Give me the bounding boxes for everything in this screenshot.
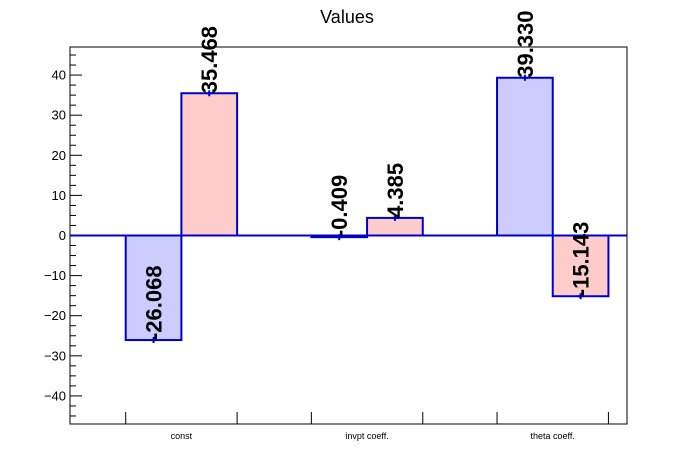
data-label: 35.468	[197, 26, 222, 93]
y-tick-label: 0	[59, 228, 66, 243]
y-tick-label: 40	[52, 68, 66, 83]
data-labels: -26.068 -0.409 39.330 35.468 4.385 -15.143	[142, 10, 594, 340]
bar	[551, 234, 610, 298]
bar	[496, 76, 554, 237]
x-axis: const invpt coeff. theta coeff.	[125, 412, 609, 441]
bar	[124, 234, 183, 342]
data-label: 4.385	[383, 163, 408, 218]
y-tick-label: 10	[52, 188, 66, 203]
bars	[124, 74, 610, 344]
data-label: 39.330	[513, 10, 538, 77]
y-tick-label: 20	[52, 148, 66, 163]
y-tick-label: −10	[44, 268, 66, 283]
data-label: -26.068	[142, 265, 167, 340]
x-category-label: invpt coeff.	[345, 431, 388, 441]
y-tick-label: −30	[44, 348, 66, 363]
y-tick-label: −40	[44, 388, 66, 403]
x-category-label: theta coeff.	[531, 431, 575, 441]
chart-title: Values	[320, 7, 374, 27]
bar	[180, 92, 239, 237]
data-label: -0.409	[327, 175, 352, 237]
y-axis: −40 −30 −20 −10 0 10 20 30 40	[44, 54, 82, 417]
y-tick-label: −20	[44, 308, 66, 323]
x-category-label: const	[171, 431, 193, 441]
y-tick-label: 30	[52, 108, 66, 123]
data-label: -15.143	[569, 222, 594, 297]
